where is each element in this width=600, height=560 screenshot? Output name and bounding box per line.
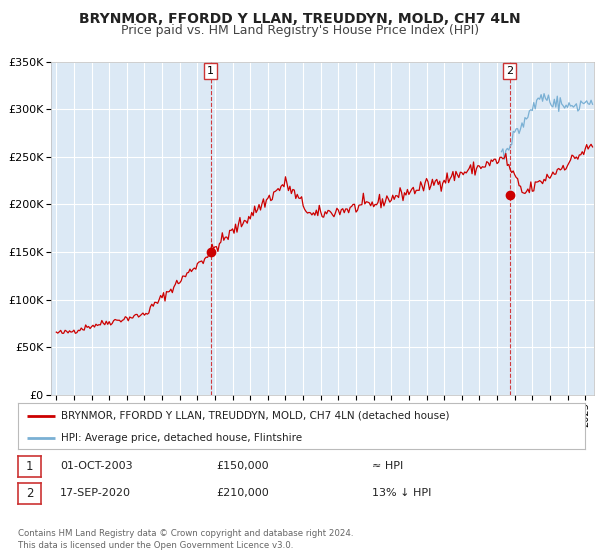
Text: 2: 2 xyxy=(506,66,513,76)
Text: 13% ↓ HPI: 13% ↓ HPI xyxy=(372,488,431,498)
Text: £150,000: £150,000 xyxy=(216,461,269,472)
Text: 1: 1 xyxy=(207,66,214,76)
Text: Contains HM Land Registry data © Crown copyright and database right 2024.
This d: Contains HM Land Registry data © Crown c… xyxy=(18,529,353,550)
Text: BRYNMOR, FFORDD Y LLAN, TREUDDYN, MOLD, CH7 4LN (detached house): BRYNMOR, FFORDD Y LLAN, TREUDDYN, MOLD, … xyxy=(61,410,449,421)
Text: BRYNMOR, FFORDD Y LLAN, TREUDDYN, MOLD, CH7 4LN: BRYNMOR, FFORDD Y LLAN, TREUDDYN, MOLD, … xyxy=(79,12,521,26)
Text: Price paid vs. HM Land Registry's House Price Index (HPI): Price paid vs. HM Land Registry's House … xyxy=(121,24,479,36)
Text: HPI: Average price, detached house, Flintshire: HPI: Average price, detached house, Flin… xyxy=(61,433,302,442)
Text: 01-OCT-2003: 01-OCT-2003 xyxy=(60,461,133,472)
Text: £210,000: £210,000 xyxy=(216,488,269,498)
Text: 1: 1 xyxy=(26,460,33,473)
Text: ≈ HPI: ≈ HPI xyxy=(372,461,403,472)
Text: 2: 2 xyxy=(26,487,33,500)
Text: 17-SEP-2020: 17-SEP-2020 xyxy=(60,488,131,498)
